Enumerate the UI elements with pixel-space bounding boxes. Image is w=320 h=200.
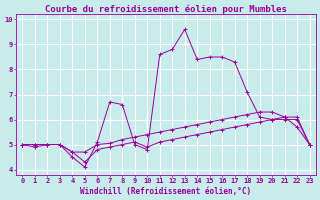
Title: Courbe du refroidissement éolien pour Mumbles: Courbe du refroidissement éolien pour Mu… xyxy=(45,4,287,14)
X-axis label: Windchill (Refroidissement éolien,°C): Windchill (Refroidissement éolien,°C) xyxy=(80,187,252,196)
